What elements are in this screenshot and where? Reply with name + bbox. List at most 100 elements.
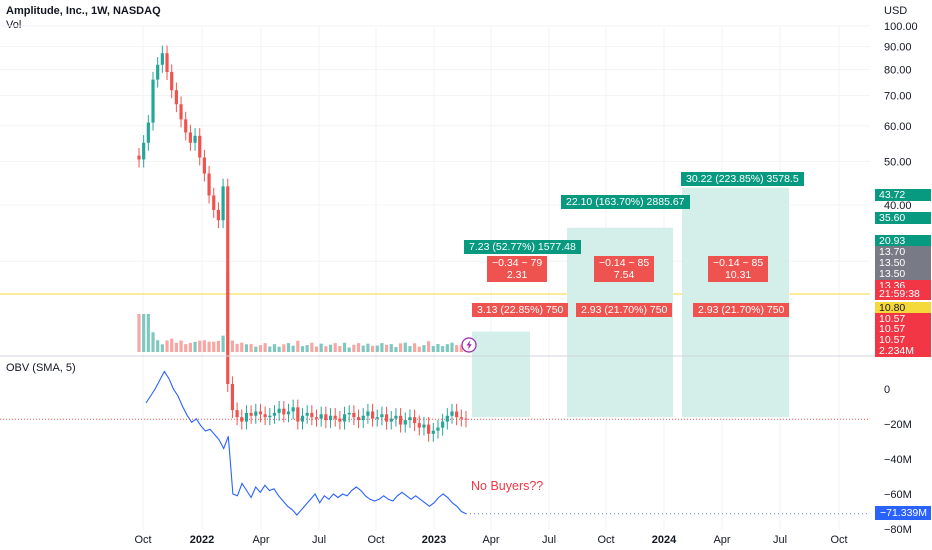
price-tick-label: 50.00 (884, 156, 912, 168)
candle-body (240, 417, 244, 422)
volume-bar (142, 314, 146, 352)
candle-body (193, 135, 197, 143)
candle-body (300, 415, 305, 422)
candle-body (413, 417, 417, 424)
time-tick-label: Apr (482, 534, 499, 546)
time-tick-label: Jul (542, 534, 556, 546)
price-axis[interactable]: 100.0090.0080.0070.0060.0050.0040.0030.0… (884, 21, 918, 268)
volume-bar (333, 343, 337, 352)
obv-pane: 0 −20M −40M −60M −80M (145, 370, 912, 536)
candle-body (221, 186, 225, 221)
volume-bar (380, 343, 384, 352)
candle-body (399, 415, 403, 425)
candle-body (151, 79, 155, 123)
lightning-icon (466, 340, 472, 350)
candle-body (441, 421, 445, 428)
time-tick-label: 2024 (652, 534, 677, 546)
candle-body (338, 418, 342, 422)
candle-body (272, 412, 277, 416)
volume-bar (417, 346, 421, 352)
volume-bar (413, 343, 417, 352)
candle-body (450, 411, 454, 416)
obv-indicator-label[interactable]: OBV (SMA, 5) (6, 362, 76, 374)
stop-label: 2.93 (21.70%) 750 (693, 303, 790, 317)
candle-body (459, 417, 463, 419)
volume-bar (221, 335, 225, 352)
time-tick-label: Apr (713, 534, 730, 546)
candle-body (314, 417, 319, 419)
candle-body (137, 155, 141, 160)
volume-bar (198, 340, 202, 352)
volume-bar (184, 344, 188, 352)
volume-bar (342, 342, 347, 352)
candle-body (244, 412, 249, 422)
candle-body (455, 411, 459, 418)
candle-body (445, 415, 449, 422)
position-pnl-label: −0.34 ~ 79 2.31 (487, 256, 548, 282)
candle-body (230, 384, 235, 411)
volume-bar (394, 347, 398, 352)
candle-body (464, 418, 468, 420)
volume-bar (352, 344, 356, 352)
volume-bar (165, 340, 169, 352)
candle-body (268, 415, 272, 418)
candle-body (282, 408, 286, 415)
volume-bar (324, 346, 328, 352)
volume-bar (170, 338, 174, 352)
candle-body (352, 412, 356, 418)
candle-body (347, 412, 351, 415)
candle-body (417, 423, 421, 428)
target-label: 22.10 (163.70%) 2885.67 (561, 195, 690, 209)
obv-tick-label: −20M (884, 419, 912, 431)
candle-body (184, 119, 188, 133)
volume-bar (347, 347, 351, 352)
candle-body (202, 157, 206, 174)
time-tick-label: Jul (312, 534, 326, 546)
candle-body (156, 64, 160, 80)
candle-body (324, 414, 328, 421)
volume-bar (244, 344, 249, 352)
candle-body (342, 414, 347, 422)
price-tick-label: 90.00 (884, 42, 912, 54)
price-scale-tag: 35.60 (875, 212, 931, 224)
candle-body (370, 411, 375, 419)
volume-bar (361, 345, 365, 352)
volume-bar (282, 344, 286, 352)
price-scale-tag: 10.57 (875, 334, 931, 346)
candle-body (328, 415, 333, 421)
volume-bar (286, 343, 291, 352)
volume-bar (455, 345, 459, 352)
volume-bar (450, 342, 454, 352)
price-tick-label: 40.00 (884, 200, 912, 212)
volume-bar (356, 343, 361, 352)
candle-body (427, 424, 431, 434)
candle-body (333, 415, 337, 419)
volume-bar (370, 345, 375, 352)
candle-body (436, 427, 440, 431)
volume-bar (240, 342, 244, 352)
price-scale-tag: 10.80 (875, 302, 931, 314)
candle-body (403, 420, 407, 425)
price-scale-tag: 21:59:38 (875, 288, 931, 300)
candle-body (394, 415, 398, 419)
position-pnl-label: −0.14 ~ 85 10.31 (708, 256, 769, 282)
volume-bar (137, 314, 141, 352)
volume-bar (156, 340, 160, 352)
candle-body (310, 412, 314, 418)
time-tick-label: Apr (252, 534, 269, 546)
candle-body (207, 173, 211, 196)
volume-bar (202, 340, 206, 352)
price-scale-tag: 13.50 (875, 268, 931, 280)
volume-bar (310, 342, 314, 352)
candle-body (366, 411, 370, 416)
annotation-text[interactable]: No Buyers?? (471, 479, 544, 493)
price-scale-tag: 43.72 (875, 189, 931, 201)
volume-bar (272, 344, 277, 352)
volume-bar (422, 345, 426, 352)
candle-body (170, 72, 174, 91)
volume-bar (436, 344, 440, 352)
target-label: 7.23 (52.77%) 1577.48 (464, 240, 581, 254)
time-axis[interactable]: Oct 2022 Apr Jul Oct 2023 Apr Jul Oct 2024 Apr Jul O… (134, 534, 847, 546)
obv-tick-label: −80M (884, 524, 912, 536)
